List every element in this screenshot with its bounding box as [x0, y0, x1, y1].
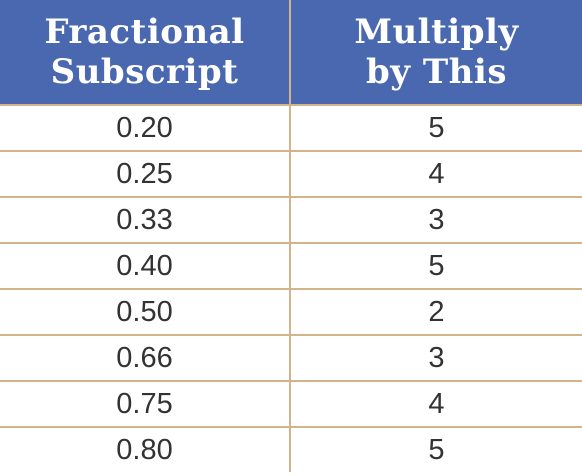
- table-header-row: Fractional Subscript Multiply by This: [0, 0, 582, 105]
- header-line: Multiply: [354, 12, 519, 52]
- table-row: 0.25 4: [0, 150, 582, 197]
- header-fractional-subscript: Fractional Subscript: [0, 0, 291, 105]
- header-line: Subscript: [50, 52, 239, 92]
- subscript-cell: 0.33: [0, 196, 291, 243]
- multiplier-cell: 5: [290, 426, 582, 472]
- header-line: Fractional: [44, 12, 245, 52]
- table-row: 0.20 5: [0, 104, 582, 151]
- subscript-cell: 0.40: [0, 242, 291, 289]
- subscript-cell: 0.66: [0, 334, 291, 381]
- header-line: by This: [366, 52, 507, 92]
- subscript-cell: 0.20: [0, 104, 291, 151]
- multiplier-cell: 3: [290, 334, 582, 381]
- multiplier-cell: 4: [290, 380, 582, 427]
- subscript-cell: 0.25: [0, 150, 291, 197]
- subscript-cell: 0.75: [0, 380, 291, 427]
- table-row: 0.50 2: [0, 288, 582, 335]
- multiplier-cell: 5: [290, 242, 582, 289]
- table-row: 0.66 3: [0, 334, 582, 381]
- table-row: 0.75 4: [0, 380, 582, 427]
- subscript-cell: 0.80: [0, 426, 291, 472]
- table-row: 0.33 3: [0, 196, 582, 243]
- table-row: 0.80 5: [0, 426, 582, 472]
- header-multiply-by-this: Multiply by This: [290, 0, 582, 105]
- multiplier-cell: 5: [290, 104, 582, 151]
- multiplier-cell: 4: [290, 150, 582, 197]
- subscript-cell: 0.50: [0, 288, 291, 335]
- multiplier-cell: 2: [290, 288, 582, 335]
- table-row: 0.40 5: [0, 242, 582, 289]
- multiplier-cell: 3: [290, 196, 582, 243]
